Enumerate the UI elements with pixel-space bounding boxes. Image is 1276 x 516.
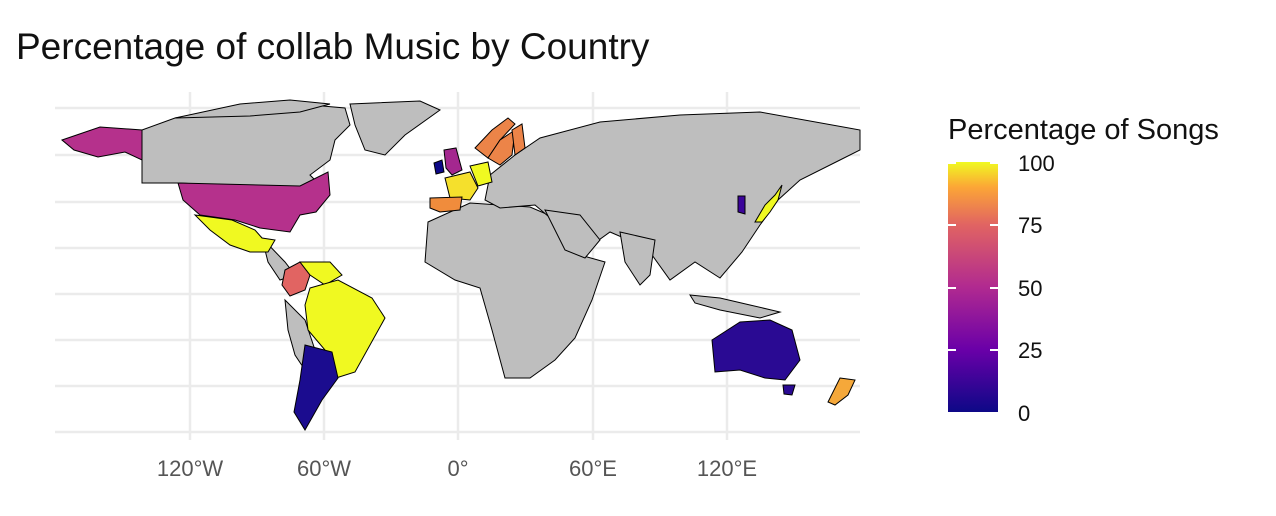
country-japan xyxy=(754,184,783,223)
legend-notch-100-r xyxy=(990,162,998,164)
country-united-kingdom xyxy=(443,147,463,176)
country-australia xyxy=(711,319,801,381)
country-france xyxy=(444,171,479,201)
legend-notch-50 xyxy=(948,287,956,289)
legend-color-bar xyxy=(948,162,998,412)
legend-tick-label: 25 xyxy=(1018,338,1043,363)
country-finland xyxy=(511,123,526,156)
india-region xyxy=(619,231,656,286)
country-germany xyxy=(469,161,493,187)
x-tick-label: 0° xyxy=(447,456,469,481)
country-united-states xyxy=(177,171,331,233)
x-tick-label: 120°W xyxy=(156,456,224,481)
chart-title: Percentage of collab Music by Country xyxy=(16,26,650,67)
arctic-islands-region xyxy=(174,99,331,119)
legend-title: Percentage of Songs xyxy=(948,114,1219,146)
country-mexico xyxy=(193,214,276,253)
country-tasmania xyxy=(782,384,796,396)
legend-notch-50-r xyxy=(990,287,998,289)
middle-east-region xyxy=(544,209,601,259)
greenland-region xyxy=(349,100,441,156)
x-tick-label: 120°E xyxy=(696,456,758,481)
legend-tick-label: 75 xyxy=(1018,213,1043,238)
legend-tick-label: 100 xyxy=(1018,151,1055,176)
legend-tick-label: 0 xyxy=(1018,401,1031,426)
country-brazil xyxy=(304,279,386,379)
legend-notch-100 xyxy=(948,162,956,164)
legend-notch-25 xyxy=(948,349,956,351)
landmasses xyxy=(141,99,861,379)
country-new-zealand xyxy=(827,377,856,406)
country-alaska xyxy=(60,126,143,161)
country-venezuela xyxy=(298,261,343,286)
legend-tick-label: 50 xyxy=(1018,276,1043,301)
legend-notch-25-r xyxy=(990,349,998,351)
country-argentina xyxy=(293,344,339,431)
indonesia-region xyxy=(689,294,782,319)
country-ireland xyxy=(433,159,445,175)
country-south-korea xyxy=(737,195,746,215)
x-tick-label: 60°E xyxy=(569,456,617,481)
choropleth-countries xyxy=(60,117,856,431)
legend-notch-75 xyxy=(948,224,956,226)
x-tick-label: 60°W xyxy=(296,456,352,481)
country-spain xyxy=(429,196,463,213)
legend-notch-75-r xyxy=(990,224,998,226)
